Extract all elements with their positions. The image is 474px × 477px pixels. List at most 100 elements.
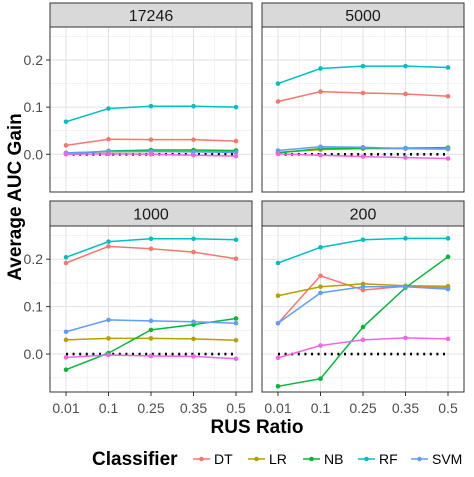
- data-point-RF: [233, 104, 239, 110]
- data-point-XGB: [403, 155, 408, 160]
- y-tick-label: 0.2: [24, 251, 44, 267]
- data-point-RF: [191, 236, 196, 242]
- data-point-DT: [318, 273, 323, 279]
- data-point-RF: [360, 63, 366, 69]
- x-tick-label: 0.35: [180, 400, 207, 416]
- data-point-RF: [63, 255, 69, 260]
- data-point-LR: [233, 338, 239, 343]
- data-point-SVM: [106, 317, 111, 323]
- legend-label: DT: [214, 451, 233, 467]
- data-point-RF: [360, 237, 366, 243]
- data-point-LR: [63, 337, 69, 343]
- x-tick-label: 0.5: [226, 400, 246, 416]
- panel-5000: 5000: [261, 2, 465, 193]
- data-point-RF: [275, 81, 281, 86]
- data-point-DT: [360, 90, 366, 96]
- data-point-XGB: [191, 354, 196, 359]
- data-point-RF: [63, 119, 69, 125]
- data-point-RF: [191, 103, 196, 109]
- data-point-RF: [275, 260, 281, 266]
- data-point-SVM: [360, 144, 366, 150]
- data-point-DT: [148, 246, 154, 252]
- facet-strip: [261, 2, 465, 28]
- data-point-RF: [233, 237, 239, 243]
- data-point-SVM: [403, 284, 408, 290]
- data-point-XGB: [148, 353, 154, 359]
- data-point-XGB: [275, 151, 281, 157]
- x-tick-label: 0.5: [438, 400, 458, 416]
- x-tick-label: 0.1: [99, 400, 119, 416]
- x-tick-label: 0.35: [392, 400, 419, 416]
- legend-item-DT: DT: [193, 451, 233, 467]
- y-tick-label: 0.1: [24, 99, 44, 115]
- legend-key-point: [417, 456, 422, 462]
- data-point-SVM: [148, 318, 154, 324]
- y-tick-label: 0.0: [24, 346, 44, 362]
- data-point-LR: [106, 336, 111, 341]
- x-axis-title: RUS Ratio: [211, 417, 304, 438]
- data-point-NB: [148, 327, 154, 333]
- panel-border: [49, 26, 253, 193]
- data-point-SVM: [275, 320, 281, 326]
- data-point-SVM: [318, 290, 323, 296]
- data-point-SVM: [403, 146, 408, 151]
- y-tick-label: 0.0: [24, 146, 44, 162]
- data-point-XGB: [445, 336, 451, 342]
- data-point-XGB: [445, 156, 451, 161]
- x-tick-label: 0.01: [264, 400, 291, 416]
- data-point-XGB: [275, 355, 281, 361]
- data-point-NB: [233, 316, 239, 321]
- data-point-SVM: [233, 320, 239, 326]
- data-point-RF: [403, 236, 408, 241]
- legend-key-point: [364, 456, 369, 462]
- data-point-NB: [360, 324, 366, 330]
- data-point-DT: [318, 89, 323, 94]
- facet-strip: [49, 200, 253, 227]
- data-point-RF: [403, 63, 408, 69]
- legend-key-point: [254, 456, 259, 462]
- facet-strip-label: 1000: [133, 207, 169, 224]
- data-point-SVM: [445, 286, 451, 292]
- data-point-XGB: [63, 151, 69, 157]
- data-point-LR: [318, 284, 323, 290]
- data-point-DT: [191, 249, 196, 255]
- panel-17246: 17246 0.0 0.1 0.2: [24, 2, 253, 193]
- data-point-DT: [63, 260, 69, 266]
- legend-item-LR: LR: [248, 451, 287, 467]
- data-point-DT: [233, 138, 239, 144]
- x-tick-label: 0.1: [311, 400, 331, 416]
- data-point-DT: [106, 136, 111, 142]
- facet-strip-label: 17246: [129, 8, 174, 25]
- data-point-DT: [106, 244, 111, 249]
- legend-label: NB: [324, 451, 343, 467]
- data-point-RF: [106, 106, 111, 111]
- panel-200: 200 0.01 0.1 0.25 0.35 0.5: [261, 200, 465, 416]
- data-point-RF: [445, 65, 451, 70]
- legend-title: Classifier: [92, 449, 178, 470]
- data-point-XGB: [318, 152, 323, 158]
- data-point-SVM: [318, 144, 323, 150]
- data-point-XGB: [148, 151, 154, 157]
- data-point-RF: [318, 245, 323, 250]
- data-point-DT: [191, 137, 196, 142]
- data-point-SVM: [275, 148, 281, 153]
- data-point-SVM: [445, 146, 451, 151]
- legend-key-point: [309, 456, 314, 462]
- legend-label: SVM: [432, 451, 462, 467]
- data-point-DT: [360, 287, 366, 293]
- data-point-LR: [191, 336, 196, 342]
- data-point-RF: [106, 239, 111, 244]
- x-tick-label: 0.25: [349, 400, 376, 416]
- data-point-SVM: [191, 149, 196, 155]
- data-point-RF: [445, 236, 451, 241]
- legend-label: LR: [269, 451, 287, 467]
- data-point-RF: [148, 103, 154, 109]
- data-point-LR: [148, 336, 154, 341]
- facet-strip: [49, 2, 253, 28]
- facet-strip: [261, 200, 465, 227]
- data-point-XGB: [233, 153, 239, 159]
- data-point-XGB: [63, 355, 69, 360]
- legend-item-NB: NB: [303, 451, 343, 467]
- data-point-DT: [233, 256, 239, 262]
